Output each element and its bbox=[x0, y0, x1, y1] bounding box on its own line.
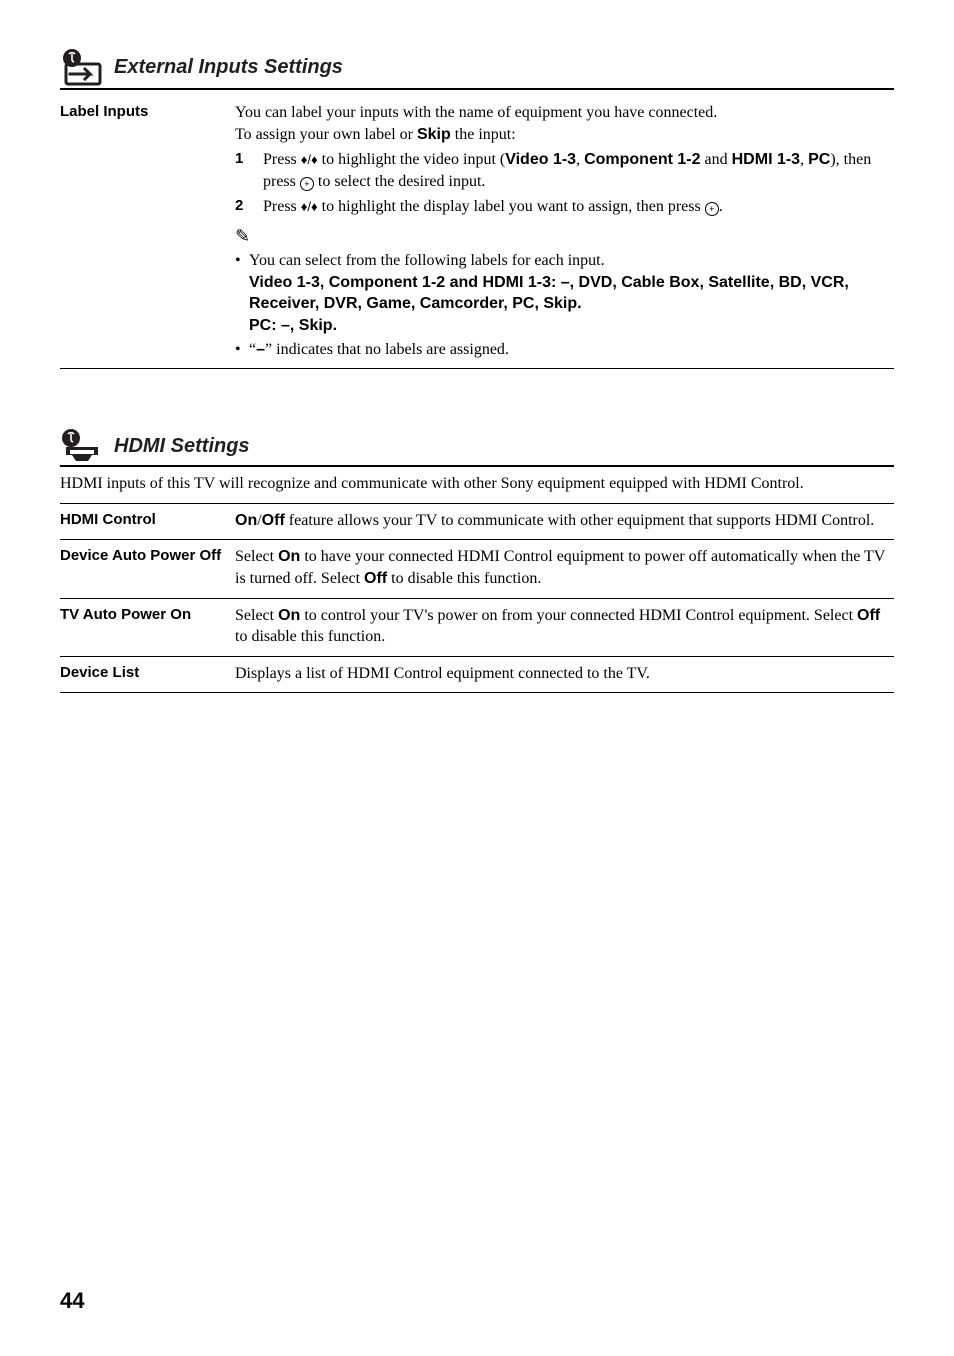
hdmi-intro: HDMI inputs of this TV will recognize an… bbox=[60, 473, 894, 495]
arrow-icon: ♦/♦ bbox=[301, 152, 318, 167]
page-number: 44 bbox=[60, 1286, 84, 1316]
row-tv-auto-power-on: TV Auto Power On Select On to control yo… bbox=[60, 599, 894, 657]
step-2: 2 Press ♦/♦ to highlight the display lab… bbox=[235, 196, 894, 218]
section-title: HDMI Settings bbox=[114, 433, 250, 460]
section-header-hdmi: HDMI Settings bbox=[60, 429, 894, 467]
t: , bbox=[576, 151, 584, 168]
b: On bbox=[278, 607, 300, 624]
t: to highlight the display label you want … bbox=[318, 198, 705, 215]
b: Off bbox=[857, 607, 880, 624]
t: to control your TV's power on from your … bbox=[300, 607, 857, 624]
row-body: Select On to have your connected HDMI Co… bbox=[235, 546, 894, 589]
text: the input: bbox=[451, 126, 516, 143]
bullet-dot: • bbox=[235, 250, 249, 336]
row-body: You can label your inputs with the name … bbox=[235, 102, 894, 360]
row-device-list: Device List Displays a list of HDMI Cont… bbox=[60, 657, 894, 694]
b: Off bbox=[364, 570, 387, 587]
bullet-dot: • bbox=[235, 339, 249, 361]
t: to disable this function. bbox=[235, 628, 385, 645]
b: PC bbox=[808, 151, 830, 168]
section-title: External Inputs Settings bbox=[114, 54, 343, 81]
arrow-icon: ♦/♦ bbox=[301, 199, 318, 214]
b: HDMI 1-3 bbox=[732, 151, 800, 168]
b: On bbox=[235, 512, 257, 529]
bold-text: Skip bbox=[417, 126, 451, 143]
row-label: Device List bbox=[60, 663, 235, 685]
t: and bbox=[701, 151, 732, 168]
row-label: HDMI Control bbox=[60, 510, 235, 532]
row-body: Displays a list of HDMI Control equipmen… bbox=[235, 663, 894, 685]
note-icon: ✎ bbox=[235, 224, 894, 248]
t: to disable this function. bbox=[387, 570, 541, 587]
bullet-text: You can select from the following labels… bbox=[249, 250, 894, 336]
t: Select bbox=[235, 607, 278, 624]
intro-line1: You can label your inputs with the name … bbox=[235, 102, 894, 124]
t: Press bbox=[263, 151, 301, 168]
t: to have your connected HDMI Control equi… bbox=[235, 548, 885, 587]
row-hdmi-control: HDMI Control On/Off feature allows your … bbox=[60, 504, 894, 541]
row-label: Label Inputs bbox=[60, 102, 235, 360]
row-body: Select On to control your TV's power on … bbox=[235, 605, 894, 648]
row-label: Device Auto Power Off bbox=[60, 546, 235, 589]
t: Press bbox=[263, 198, 301, 215]
step-num: 1 bbox=[235, 149, 263, 192]
t: , bbox=[800, 151, 808, 168]
hdmi-settings-icon bbox=[60, 429, 106, 463]
b: – bbox=[256, 341, 265, 358]
row-body: On/Off feature allows your TV to communi… bbox=[235, 510, 894, 532]
step-1: 1 Press ♦/♦ to highlight the video input… bbox=[235, 149, 894, 192]
t: Select bbox=[235, 548, 278, 565]
t: to select the desired input. bbox=[314, 173, 486, 190]
enter-button-icon: + bbox=[705, 202, 719, 216]
b: Video 1-3 bbox=[505, 151, 576, 168]
sub-bold2: PC: –, Skip. bbox=[249, 315, 894, 337]
external-inputs-icon bbox=[60, 48, 106, 86]
b: Off bbox=[262, 512, 285, 529]
b: Component 1-2 bbox=[584, 151, 700, 168]
step-num: 2 bbox=[235, 196, 263, 218]
row-label: TV Auto Power On bbox=[60, 605, 235, 648]
t: feature allows your TV to communicate wi… bbox=[285, 512, 875, 529]
b: On bbox=[278, 548, 300, 565]
bullet-text: “–” indicates that no labels are assigne… bbox=[249, 339, 894, 361]
text: To assign your own label or bbox=[235, 126, 417, 143]
intro-line2: To assign your own label or Skip the inp… bbox=[235, 124, 894, 146]
enter-button-icon: + bbox=[300, 177, 314, 191]
row-device-auto-power-off: Device Auto Power Off Select On to have … bbox=[60, 540, 894, 598]
bullet-2: • “–” indicates that no labels are assig… bbox=[235, 339, 894, 361]
section-header-external: External Inputs Settings bbox=[60, 48, 894, 90]
t: to highlight the video input ( bbox=[318, 151, 506, 168]
row-label-inputs: Label Inputs You can label your inputs w… bbox=[60, 96, 894, 369]
t: . bbox=[719, 198, 723, 215]
bullet-1: • You can select from the following labe… bbox=[235, 250, 894, 336]
step-text: Press ♦/♦ to highlight the display label… bbox=[263, 196, 894, 218]
t: ” indicates that no labels are assigned. bbox=[265, 341, 509, 358]
t: You can select from the following labels… bbox=[249, 252, 605, 269]
step-text: Press ♦/♦ to highlight the video input (… bbox=[263, 149, 894, 192]
sub-bold: Video 1-3, Component 1-2 and HDMI 1-3: –… bbox=[249, 272, 894, 315]
